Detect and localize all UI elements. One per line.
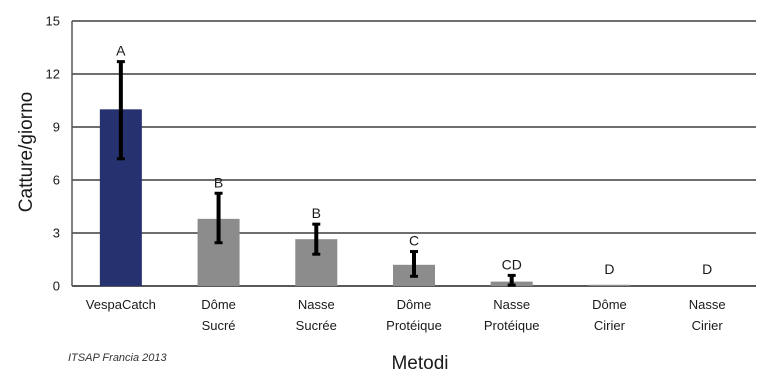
x-tick-label: Nasse Sucrée bbox=[296, 297, 337, 333]
x-tick-label-line: Dôme bbox=[201, 297, 236, 312]
y-tick-label: 12 bbox=[46, 67, 60, 82]
x-tick-label-line: Sucré bbox=[202, 318, 236, 333]
x-tick-label: Dôme Cirier bbox=[592, 297, 627, 333]
gridlines bbox=[71, 20, 756, 287]
y-tick-label: 9 bbox=[53, 120, 60, 135]
x-tick-label-line: Dôme bbox=[592, 297, 627, 312]
y-tick-label: 3 bbox=[53, 226, 60, 241]
significance-letter: A bbox=[116, 43, 126, 59]
x-tick-label: VespaCatch bbox=[86, 297, 156, 312]
y-tick-label: 6 bbox=[53, 173, 60, 188]
significance-letter: B bbox=[312, 205, 321, 221]
significance-letter: D bbox=[702, 261, 712, 277]
significance-letter: D bbox=[604, 261, 614, 277]
significance-letter: B bbox=[214, 174, 223, 190]
x-tick-label: Nasse Protéique bbox=[484, 297, 540, 333]
x-tick-label-line: Protéique bbox=[386, 318, 442, 333]
y-tick-label: 15 bbox=[46, 14, 60, 29]
x-tick-label-line: Dôme bbox=[397, 297, 432, 312]
x-tick-label: Dôme Sucré bbox=[201, 297, 236, 333]
bar bbox=[588, 284, 631, 286]
x-tick-label-line: VespaCatch bbox=[86, 297, 156, 312]
bars bbox=[99, 109, 631, 286]
x-tick-label: Nasse Cirier bbox=[689, 297, 726, 333]
labels: 0 3 6 9 12 15 A VespaCatch B Dôme Sucré B Nasse Sucré… bbox=[46, 14, 726, 334]
x-tick-label: Dôme Protéique bbox=[386, 297, 442, 333]
significance-letter: C bbox=[409, 233, 419, 249]
significance-letter: CD bbox=[502, 256, 522, 272]
y-axis-title: Catture/giorno bbox=[16, 92, 37, 212]
x-tick-label-line: Nasse bbox=[493, 297, 530, 312]
x-tick-label-line: Cirier bbox=[594, 318, 626, 333]
source-note: ITSAP Francia 2013 bbox=[68, 352, 167, 364]
x-tick-label-line: Cirier bbox=[692, 318, 724, 333]
error-bars bbox=[116, 60, 516, 287]
x-tick-label-line: Protéique bbox=[484, 318, 540, 333]
x-tick-label-line: Nasse bbox=[689, 297, 726, 312]
x-axis-title: Metodi bbox=[391, 353, 448, 372]
y-tick-label: 0 bbox=[53, 279, 60, 294]
x-tick-label-line: Nasse bbox=[298, 297, 335, 312]
x-tick-label-line: Sucrée bbox=[296, 318, 337, 333]
